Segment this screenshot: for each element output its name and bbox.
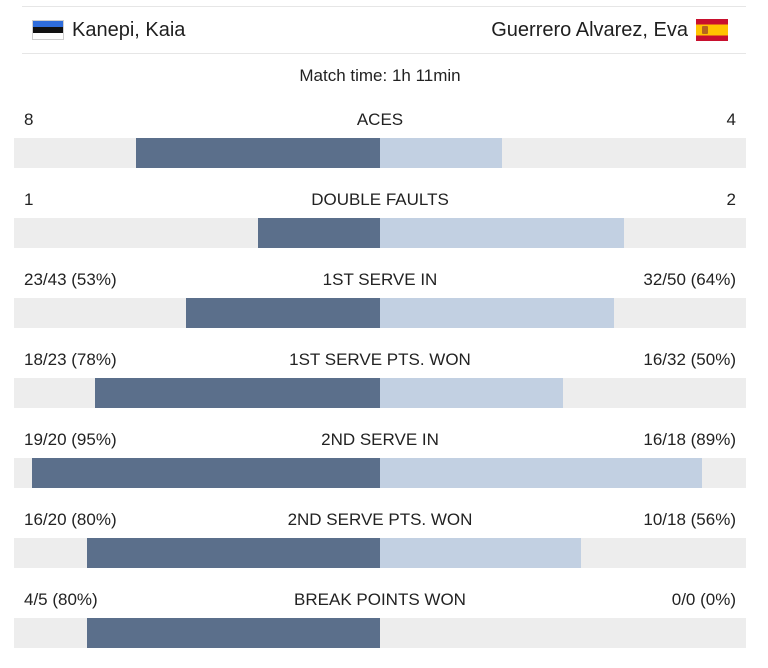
stat-bar-right	[380, 138, 502, 168]
stat-bar-left	[258, 218, 380, 248]
stat-row: 8 ACES 4	[14, 110, 746, 168]
stat-bar-right	[380, 378, 563, 408]
stat-left-value: 18/23 (78%)	[24, 350, 117, 369]
stat-bar-right	[380, 538, 581, 568]
stat-bar-track	[14, 618, 746, 648]
stat-right-value: 10/18 (56%)	[643, 510, 736, 529]
stat-name: 2ND SERVE PTS. WON	[287, 510, 473, 529]
stat-bar-left	[136, 138, 380, 168]
stat-row: 19/20 (95%) 2ND SERVE IN 16/18 (89%)	[14, 430, 746, 488]
stat-row: 23/43 (53%) 1ST SERVE IN 32/50 (64%)	[14, 270, 746, 328]
stat-name: 1ST SERVE IN	[322, 270, 438, 289]
stat-row: 18/23 (78%) 1ST SERVE PTS. WON 16/32 (50%)	[14, 350, 746, 408]
stat-right-value: 16/32 (50%)	[643, 350, 736, 369]
right-player-name: Guerrero Alvarez, Eva	[491, 18, 688, 41]
stat-right-value: 0/0 (0%)	[671, 590, 736, 609]
stat-bar-track	[14, 458, 746, 488]
stat-bar-left	[186, 298, 380, 328]
stat-left-value: 1	[24, 190, 34, 209]
stat-name: 2ND SERVE IN	[321, 430, 439, 449]
stat-bar-right	[380, 218, 624, 248]
stat-right-value: 16/18 (89%)	[643, 430, 736, 449]
stat-bar-track	[14, 538, 746, 568]
stat-bar-right	[380, 458, 702, 488]
stat-bar-track	[14, 298, 746, 328]
stat-name: 1ST SERVE PTS. WON	[289, 350, 471, 369]
stat-left-value: 16/20 (80%)	[24, 510, 117, 529]
stat-bar-left	[95, 378, 380, 408]
stat-right-value: 32/50 (64%)	[643, 270, 736, 289]
stat-bar-left	[87, 618, 380, 648]
stat-left-value: 8	[24, 110, 34, 129]
stat-name: ACES	[356, 110, 404, 129]
stat-row: 4/5 (80%) BREAK POINTS WON 0/0 (0%)	[14, 590, 746, 648]
estonia-flag-icon	[32, 20, 64, 40]
stat-bar-right	[380, 298, 614, 328]
stat-bar-track	[14, 138, 746, 168]
stat-bar-track	[14, 218, 746, 248]
stat-bar-track	[14, 378, 746, 408]
stat-bar-left	[87, 538, 380, 568]
stat-left-value: 23/43 (53%)	[24, 270, 117, 289]
stat-bar-left	[32, 458, 380, 488]
stat-left-value: 19/20 (95%)	[24, 430, 117, 449]
left-player[interactable]: Kanepi, Kaia	[32, 7, 185, 53]
stat-left-value: 4/5 (80%)	[24, 590, 98, 609]
stat-row: 16/20 (80%) 2ND SERVE PTS. WON 10/18 (56%)	[14, 510, 746, 568]
players-header: Kanepi, Kaia Guerrero Alvarez, Eva	[22, 6, 746, 54]
stat-right-value: 2	[726, 190, 736, 209]
stat-name: BREAK POINTS WON	[294, 590, 466, 609]
stat-row: 1 DOUBLE FAULTS 2	[14, 190, 746, 248]
stat-right-value: 4	[726, 110, 736, 129]
stat-name: DOUBLE FAULTS	[311, 190, 449, 209]
right-player[interactable]: Guerrero Alvarez, Eva	[491, 7, 728, 53]
left-player-name: Kanepi, Kaia	[72, 18, 186, 41]
spain-flag-icon	[696, 19, 728, 41]
match-time: Match time: 1h 11min	[299, 66, 461, 85]
match-stats-panel: Kanepi, Kaia Guerrero Alvarez, Eva Match…	[14, 0, 746, 668]
